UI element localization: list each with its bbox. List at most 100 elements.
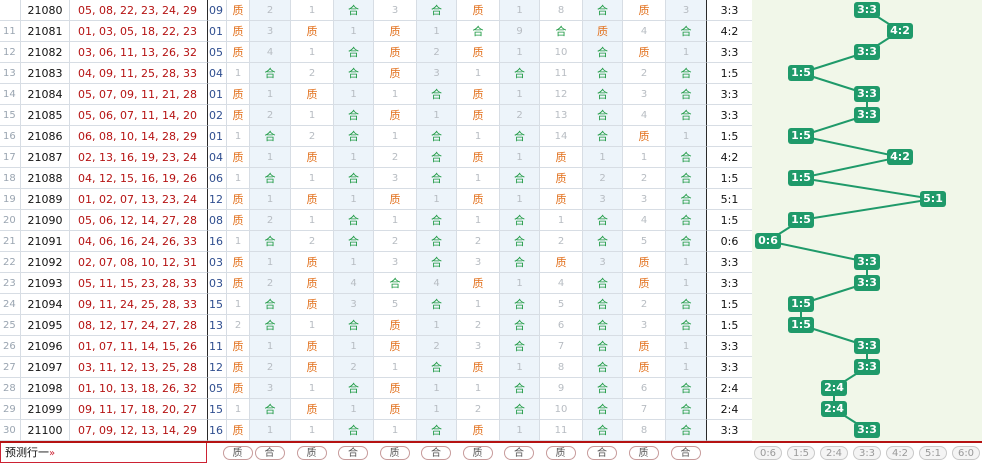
predict-ratio-button[interactable]: 3:3 [853, 446, 881, 460]
predict-composite-button[interactable]: 合 [587, 446, 617, 460]
composite-cell: 合 [582, 378, 622, 399]
composite-cell: 合 [582, 399, 622, 420]
composite-cell: 合 [416, 126, 456, 147]
prime-cell: 质 [226, 252, 249, 273]
special-number: 08 [207, 210, 226, 231]
composite-cell: 合 [582, 84, 622, 105]
omission-cell: 1 [290, 0, 333, 21]
composite-cell: 合 [249, 231, 290, 252]
composite-cell: 合 [456, 21, 499, 42]
issue-number: 21082 [20, 42, 69, 63]
predict-composite-button[interactable]: 合 [421, 446, 451, 460]
trend-line-segment [767, 240, 868, 263]
predict-prime-button[interactable]: 质 [296, 446, 327, 460]
prime-cell: 质 [622, 336, 665, 357]
omission-cell: 1 [416, 399, 456, 420]
prime-cell: 质 [582, 21, 622, 42]
draw-numbers: 02, 07, 08, 10, 12, 31 [69, 252, 207, 273]
composite-cell: 合 [665, 21, 706, 42]
omission-cell: 1 [290, 168, 333, 189]
row-index: 14 [0, 84, 20, 105]
predict-ratio-button[interactable]: 2:4 [820, 446, 848, 460]
omission-cell: 1 [333, 336, 373, 357]
ratio-badge: 4:2 [887, 149, 913, 165]
special-number: 12 [207, 189, 226, 210]
issue-number: 21092 [20, 252, 69, 273]
omission-cell: 1 [539, 210, 582, 231]
omission-cell: 2 [373, 231, 416, 252]
table-row: 19 21089 01, 02, 07, 13, 23, 24 12 质 1 质 1 质 1 质 1 质… [0, 189, 982, 210]
omission-cell: 3 [333, 294, 373, 315]
omission-cell: 1 [249, 147, 290, 168]
issue-number: 21097 [20, 357, 69, 378]
composite-cell: 合 [333, 231, 373, 252]
ratio-value: 3:3 [706, 420, 752, 441]
row-index: 15 [0, 105, 20, 126]
ratio-badge: 1:5 [788, 128, 814, 144]
draw-numbers: 05, 08, 22, 23, 24, 29 [69, 0, 207, 21]
omission-cell: 1 [333, 252, 373, 273]
predict-composite-button[interactable]: 合 [504, 446, 534, 460]
prime-cell: 质 [290, 294, 333, 315]
omission-cell: 4 [622, 21, 665, 42]
omission-cell: 1 [416, 189, 456, 210]
predict-ratio-button[interactable]: 6:0 [952, 446, 980, 460]
composite-cell: 合 [499, 252, 539, 273]
omission-cell: 1 [456, 63, 499, 84]
row-index: 30 [0, 420, 20, 441]
composite-cell: 合 [416, 84, 456, 105]
prime-cell: 质 [290, 189, 333, 210]
composite-cell: 合 [333, 315, 373, 336]
omission-cell: 2 [456, 231, 499, 252]
special-number: 05 [207, 378, 226, 399]
predict-composite-button[interactable]: 合 [254, 446, 285, 460]
composite-cell: 合 [582, 42, 622, 63]
draw-numbers: 04, 09, 11, 25, 28, 33 [69, 63, 207, 84]
omission-cell: 2 [622, 294, 665, 315]
composite-cell: 合 [582, 357, 622, 378]
prime-cell: 质 [456, 273, 499, 294]
omission-cell: 5 [622, 231, 665, 252]
predict-prime-button[interactable]: 质 [222, 446, 253, 460]
prime-cell: 质 [539, 252, 582, 273]
composite-cell: 合 [249, 63, 290, 84]
predict-ratio-button[interactable]: 0:6 [754, 446, 782, 460]
prime-cell: 质 [226, 147, 249, 168]
table-row: 16 21086 06, 08, 10, 14, 28, 29 01 1 合 2 合 1 合 1 合 1… [0, 126, 982, 147]
omission-cell: 3 [373, 252, 416, 273]
draw-numbers: 04, 12, 15, 16, 19, 26 [69, 168, 207, 189]
ratio-value: 3:3 [706, 273, 752, 294]
prime-cell: 质 [226, 0, 249, 21]
predict-ratio-button[interactable]: 4:2 [886, 446, 914, 460]
issue-number: 21098 [20, 378, 69, 399]
predict-prime-button[interactable]: 质 [462, 446, 493, 460]
omission-cell: 10 [539, 42, 582, 63]
predict-prime-button[interactable]: 质 [628, 446, 659, 460]
omission-cell: 6 [539, 315, 582, 336]
omission-cell: 7 [622, 399, 665, 420]
ratio-value: 3:3 [706, 0, 752, 21]
ratio-badge: 3:3 [854, 86, 880, 102]
omission-cell: 8 [622, 420, 665, 441]
table-row: 26 21096 01, 07, 11, 14, 15, 26 11 质 1 质 1 质 2 3 合 7… [0, 336, 982, 357]
prediction-label: 预测行一» [0, 443, 207, 463]
composite-cell: 合 [665, 231, 706, 252]
omission-cell: 2 [290, 231, 333, 252]
omission-cell: 1 [290, 315, 333, 336]
omission-cell: 1 [226, 231, 249, 252]
predict-prime-button[interactable]: 质 [545, 446, 576, 460]
ratio-value: 1:5 [706, 315, 752, 336]
predict-ratio-button[interactable]: 1:5 [787, 446, 815, 460]
predict-composite-button[interactable]: 合 [338, 446, 368, 460]
composite-cell: 合 [499, 126, 539, 147]
draw-numbers: 09, 11, 24, 25, 28, 33 [69, 294, 207, 315]
issue-number: 21096 [20, 336, 69, 357]
omission-cell: 1 [499, 273, 539, 294]
predict-prime-button[interactable]: 质 [379, 446, 410, 460]
predict-ratio-button[interactable]: 5:1 [919, 446, 947, 460]
prime-cell: 质 [226, 336, 249, 357]
row-index: 18 [0, 168, 20, 189]
prime-cell: 质 [456, 189, 499, 210]
ratio-badge: 3:3 [854, 254, 880, 270]
predict-composite-button[interactable]: 合 [670, 446, 701, 460]
